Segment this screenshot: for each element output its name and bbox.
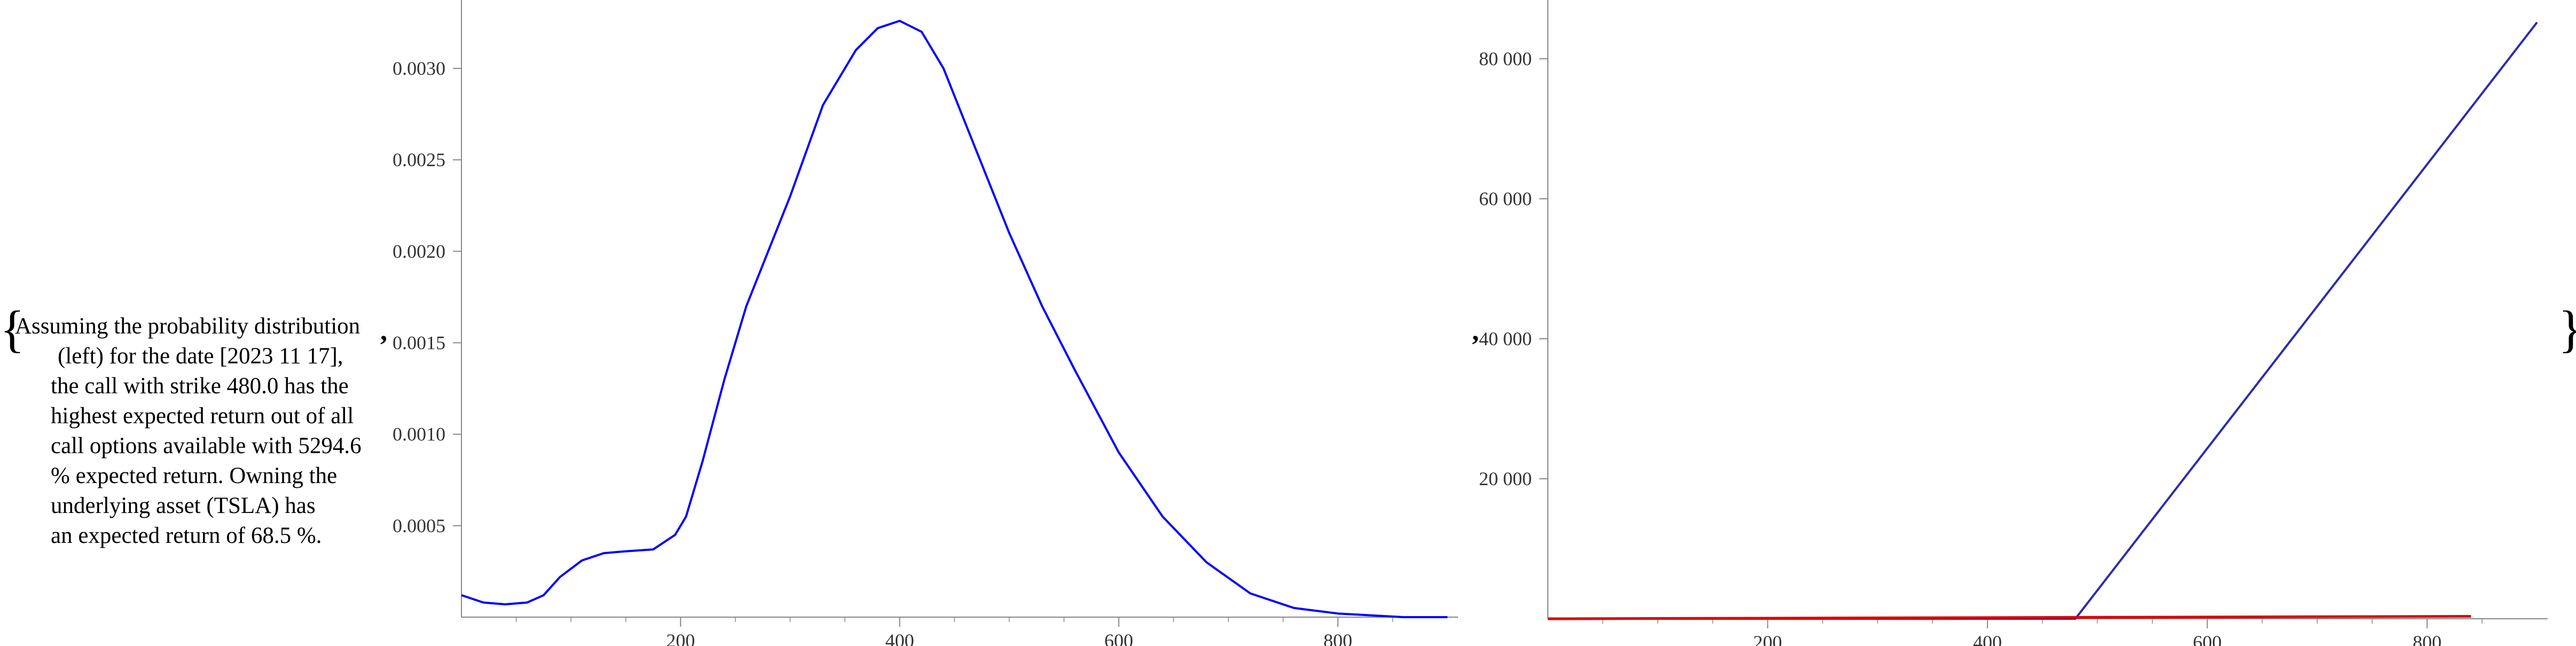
- description-line: Assuming the probability distribution: [15, 314, 361, 339]
- separator-comma: ,: [1472, 316, 1479, 346]
- x-tick-label: 600: [1105, 630, 1133, 646]
- x-tick-label: 200: [666, 630, 695, 646]
- expected-payoff-chart: 200 400 600 800 20 000 40 000 60 000 80 000: [1479, 0, 2548, 646]
- y-tick-label: 0.0005: [393, 515, 445, 536]
- y-tick-label: 80 000: [1479, 48, 1532, 69]
- x-tick-label: 400: [1973, 632, 2002, 646]
- description-line: (left) for the date [2023 11 17],: [58, 344, 343, 369]
- y-tick-label: 60 000: [1479, 188, 1532, 209]
- x-tick-label: 200: [1753, 632, 1782, 646]
- y-tick-label: 0.0020: [393, 240, 445, 262]
- x-tick-label: 800: [2413, 632, 2441, 646]
- x-tick-label: 600: [2193, 632, 2222, 646]
- description-line: % expected return. Owning the: [51, 463, 338, 488]
- description-line: highest expected return out of all: [51, 403, 354, 429]
- series-line-1: [1548, 21, 2538, 620]
- series-line-2: [1547, 615, 2471, 620]
- separator-comma: ,: [380, 316, 387, 346]
- y-tick-label: 0.0025: [393, 149, 445, 170]
- y-tick-label: 20 000: [1479, 468, 1532, 489]
- y-tick-label: 0.0030: [393, 58, 445, 79]
- open-brace: {: [0, 300, 25, 357]
- description-line: an expected return of 68.5 %.: [51, 523, 322, 548]
- y-tick-label: 0.0010: [393, 424, 445, 445]
- description-line: the call with strike 480.0 has the: [51, 373, 349, 399]
- y-tick-label: 0.0015: [393, 332, 445, 354]
- probability-distribution-chart: 200 400 600 800 0.0005 0.0010 0.0015 0.0020 0.00…: [393, 0, 1458, 646]
- x-tick-label: 800: [1324, 630, 1352, 646]
- y-tick-label: 40 000: [1479, 328, 1532, 349]
- description-line: underlying asset (TSLA) has: [51, 493, 316, 518]
- series-line-1: [461, 20, 1447, 618]
- close-brace: }: [2558, 303, 2576, 355]
- description-line: call options available with 5294.6: [51, 433, 362, 458]
- x-tick-label: 400: [885, 630, 914, 646]
